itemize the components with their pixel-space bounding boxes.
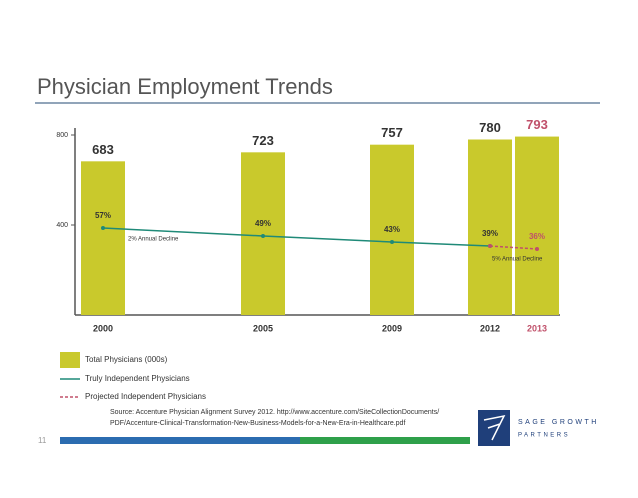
point xyxy=(101,226,105,230)
source-text: PDF/Accenture-Clinical-Transformation-Ne… xyxy=(110,420,405,427)
footer-bar xyxy=(60,437,300,444)
bar xyxy=(468,139,512,315)
x-tick-label: 2013 xyxy=(527,323,547,333)
y-tick-label: 800 xyxy=(56,132,68,139)
x-tick-label: 2012 xyxy=(480,323,500,333)
point-label: 39% xyxy=(482,229,498,238)
y-tick-label: 400 xyxy=(56,222,68,229)
line xyxy=(102,227,491,247)
slide-title: Physician Employment Trends xyxy=(37,74,333,99)
point xyxy=(488,244,492,248)
bar xyxy=(241,152,285,315)
x-tick-label: 2009 xyxy=(382,323,402,333)
legend-label: Projected Independent Physicians xyxy=(85,392,206,401)
bar xyxy=(370,144,414,315)
logo-sub: PARTNERS xyxy=(518,433,570,439)
footer-bar xyxy=(300,437,470,444)
point-label: 43% xyxy=(384,225,400,234)
bar xyxy=(81,161,125,315)
logo-glyph xyxy=(483,414,506,441)
annotation: 5% Annual Decline xyxy=(492,257,543,263)
line xyxy=(489,245,538,250)
legend-label: Total Physicians (000s) xyxy=(85,355,168,364)
x-tick-label: 2005 xyxy=(253,323,273,333)
bar xyxy=(515,136,559,315)
x-tick-label: 2000 xyxy=(93,323,113,333)
point xyxy=(390,240,394,244)
bar-value-label: 683 xyxy=(92,142,114,157)
bar-value-label: 757 xyxy=(381,125,403,140)
point xyxy=(535,247,539,251)
annotation: 2% Annual Decline xyxy=(128,237,179,243)
bar-value-label: 723 xyxy=(252,133,274,148)
legend-label: Truly Independent Physicians xyxy=(85,374,190,383)
bar-value-label: 793 xyxy=(526,117,548,132)
source-text: Source: Accenture Physician Alignment Su… xyxy=(110,409,439,416)
point-label: 36% xyxy=(529,232,545,241)
bar-value-label: 780 xyxy=(479,120,501,135)
point-label: 49% xyxy=(255,219,271,228)
point xyxy=(261,234,265,238)
legend-swatch xyxy=(60,352,80,368)
point-label: 57% xyxy=(95,211,111,220)
logo-name: SAGE GROWTH xyxy=(518,419,599,426)
page-number: 11 xyxy=(38,436,47,445)
logo-mark xyxy=(478,410,510,446)
